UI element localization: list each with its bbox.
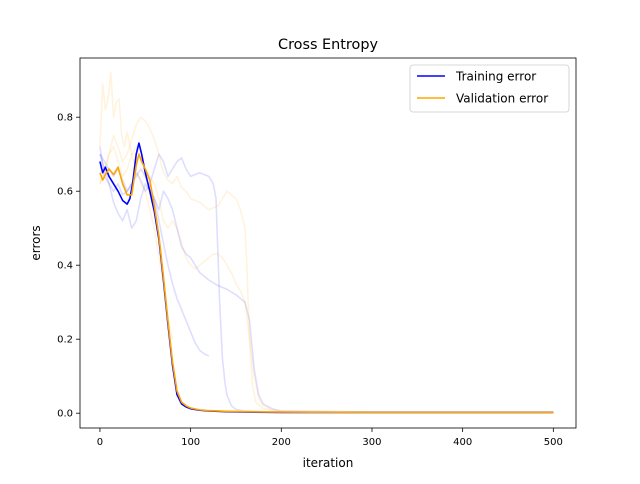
y-tick-label: 0.8 — [57, 113, 73, 124]
legend: Training error Validation error — [409, 64, 570, 113]
x-tick-label: 400 — [453, 437, 472, 448]
faint-series-line-5 — [99, 72, 174, 340]
faint-series-line-4 — [99, 146, 210, 357]
x-tick-label: 200 — [272, 437, 291, 448]
y-tick-label: 0.4 — [57, 261, 73, 272]
x-tick-label: 500 — [544, 437, 563, 448]
y-tick-label: 0.2 — [57, 335, 73, 346]
faint-series-line-3 — [99, 153, 554, 413]
x-axis: 0 100 200 300 400 500 — [97, 428, 563, 448]
y-tick-label: 0.6 — [57, 187, 73, 198]
chart-title: Cross Entropy — [278, 37, 378, 53]
faint-series-line-6 — [99, 116, 554, 413]
plot-frame — [79, 57, 577, 429]
legend-label-validation: Validation error — [456, 92, 548, 106]
series-line-1 — [99, 153, 554, 414]
x-axis-label: iteration — [303, 456, 354, 470]
legend-label-training: Training error — [455, 70, 536, 84]
x-tick-label: 100 — [181, 437, 200, 448]
y-axis: 0.0 0.2 0.4 0.6 0.8 — [57, 113, 80, 420]
x-tick-label: 0 — [97, 437, 103, 448]
series-layer — [99, 72, 554, 414]
y-tick-label: 0.0 — [57, 409, 73, 420]
faint-series-line-2 — [99, 153, 554, 414]
legend-box — [409, 64, 570, 113]
faint-series-line-7 — [99, 146, 554, 413]
y-axis-label: errors — [29, 225, 43, 260]
x-tick-label: 300 — [362, 437, 381, 448]
